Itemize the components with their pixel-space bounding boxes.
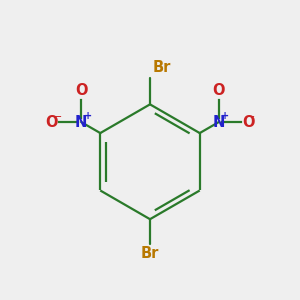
Text: O: O: [242, 115, 255, 130]
Text: O: O: [75, 83, 87, 98]
Text: −: −: [53, 112, 62, 122]
Text: N: N: [75, 115, 87, 130]
Text: +: +: [84, 111, 92, 121]
Text: +: +: [221, 111, 230, 121]
Text: N: N: [213, 115, 225, 130]
Text: Br: Br: [153, 60, 171, 75]
Text: −: −: [246, 112, 255, 122]
Text: O: O: [213, 83, 225, 98]
Text: O: O: [45, 115, 58, 130]
Text: Br: Br: [141, 246, 159, 261]
